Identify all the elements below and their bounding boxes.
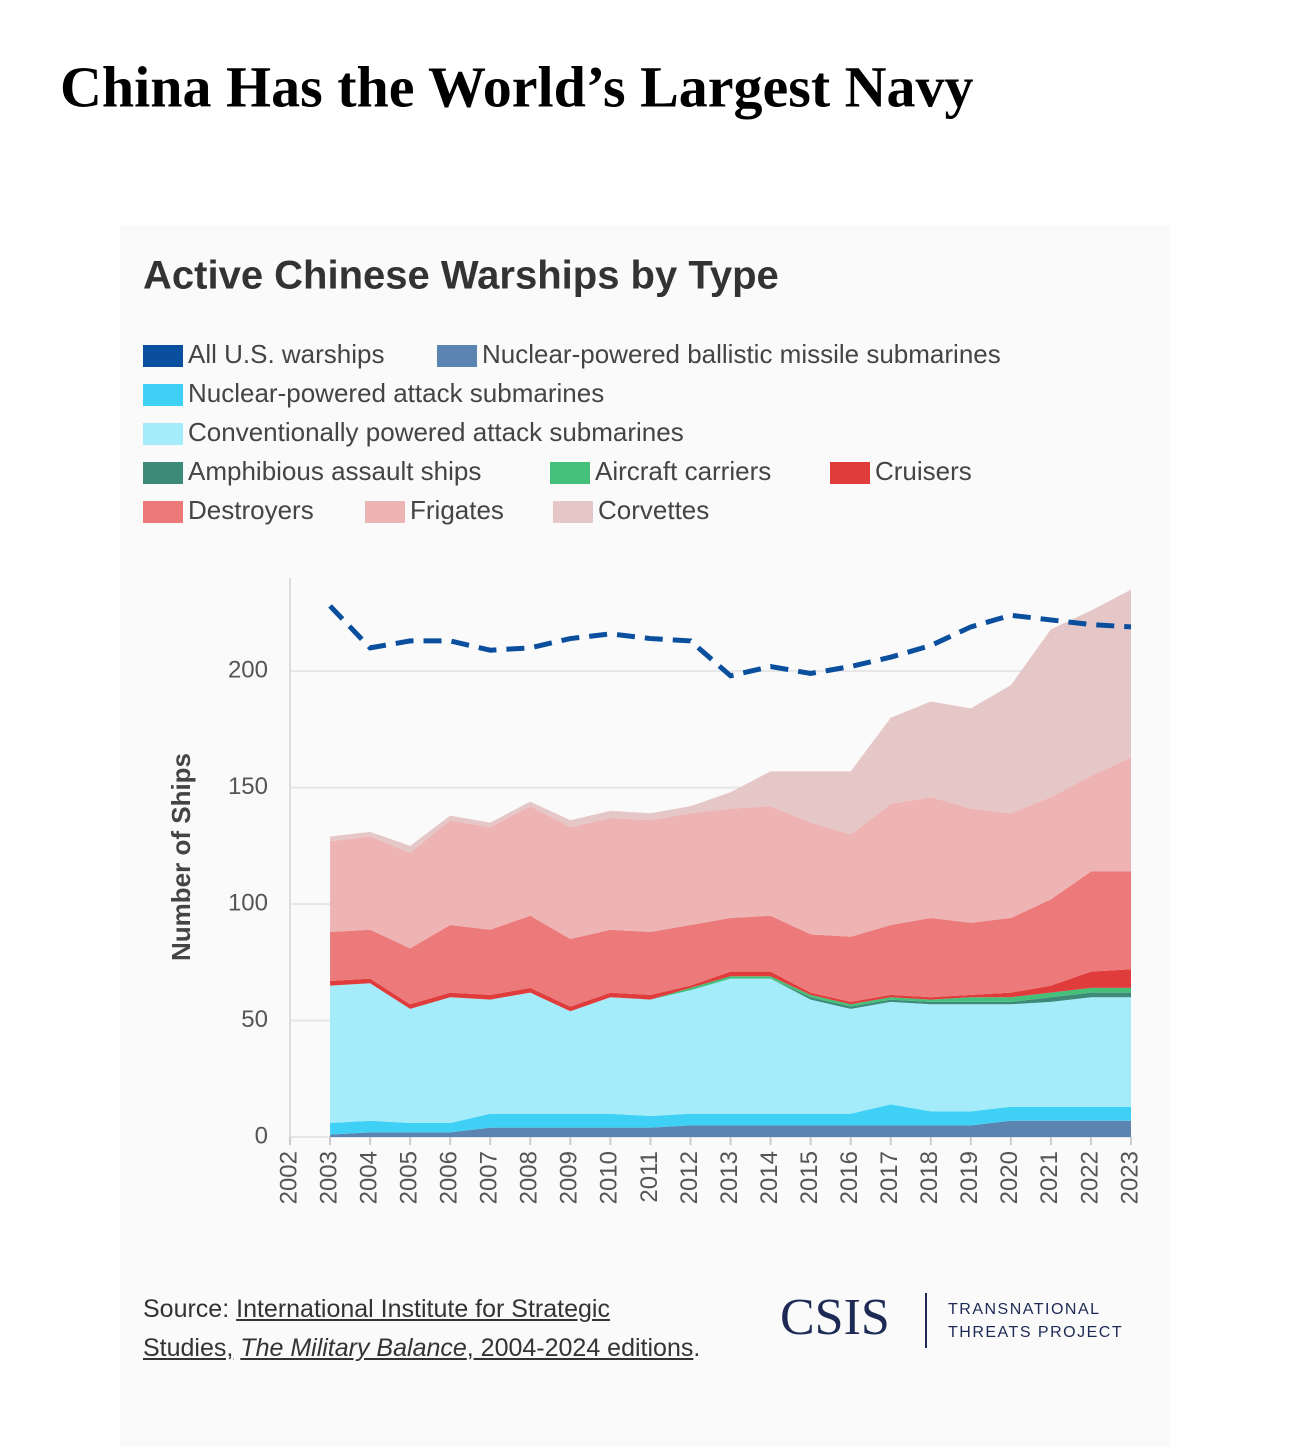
area: [330, 978, 1131, 1012]
y-tick-label: 100: [228, 889, 268, 916]
page-title: China Has the World’s Largest Navy: [60, 54, 974, 119]
x-tick-label: 2003: [315, 1151, 342, 1204]
x-tick-label: 2011: [636, 1151, 663, 1203]
legend-label: Corvettes: [598, 495, 709, 525]
x-tick-label: 2008: [516, 1151, 543, 1204]
area: [330, 1120, 1131, 1137]
legend-label: Conventionally powered attack submarines: [188, 417, 684, 447]
area: [330, 589, 1131, 853]
legend-swatch: [830, 462, 870, 484]
logo-text: TRANSNATIONAL: [948, 1301, 1101, 1318]
legend-label: Nuclear-powered ballistic missile submar…: [482, 339, 1001, 369]
y-tick-label: 50: [241, 1006, 268, 1033]
area: [330, 969, 1131, 1012]
x-tick-label: 2009: [556, 1151, 583, 1204]
logo: CSIS: [780, 1289, 890, 1346]
source-suffix: .: [693, 1334, 701, 1362]
legend-swatch: [143, 462, 183, 484]
y-axis-label: Number of Ships: [166, 753, 196, 961]
x-tick-label: 2013: [716, 1151, 743, 1204]
legend-swatch: [550, 462, 590, 484]
legend-label: Amphibious assault ships: [188, 456, 481, 486]
source-link[interactable]: , 2004-2024 editions: [466, 1334, 694, 1362]
legend-label: All U.S. warships: [188, 339, 385, 369]
line: [328, 604, 1132, 679]
x-tick-label: 2002: [275, 1151, 302, 1204]
x-tick-label: 2005: [395, 1151, 422, 1204]
area: [330, 757, 1131, 949]
source-title[interactable]: The Military Balance: [240, 1334, 467, 1362]
x-tick-label: 2022: [1076, 1151, 1103, 1204]
legend-label: Aircraft carriers: [595, 456, 771, 486]
x-tick-label: 2010: [596, 1151, 623, 1204]
x-tick-label: 2017: [876, 1151, 903, 1204]
x-tick-label: 2014: [756, 1151, 783, 1204]
source-prefix: Source:: [143, 1295, 230, 1323]
source: Source: International Institute for Stra…: [143, 1290, 703, 1368]
x-tick-label: 2019: [956, 1151, 983, 1204]
x-tick-label: 2020: [996, 1151, 1023, 1204]
x-tick-label: 2004: [355, 1151, 382, 1204]
source-link[interactable]: The Military Balance: [240, 1334, 466, 1362]
y-tick-label: 200: [228, 657, 268, 684]
chart-title: Active Chinese Warships by Type: [143, 254, 779, 298]
x-tick-label: 2023: [1116, 1151, 1143, 1204]
x-tick-label: 2016: [836, 1151, 863, 1204]
y-tick-label: 0: [255, 1122, 268, 1149]
x-tick-label: 2012: [676, 1151, 703, 1204]
legend-swatch: [553, 501, 593, 523]
area: [330, 871, 1131, 1007]
legend-swatch: [437, 345, 477, 367]
legend-label: Frigates: [410, 495, 504, 525]
x-tick-label: 2007: [476, 1151, 503, 1204]
area: [330, 1104, 1131, 1135]
legend-swatch: [143, 423, 183, 445]
legend-swatch: [143, 501, 183, 523]
source-link[interactable]: International Institute for Strategic St…: [143, 1295, 610, 1362]
legend-label: Nuclear-powered attack submarines: [188, 378, 604, 408]
legend-swatch: [365, 501, 405, 523]
x-tick-label: 2021: [1036, 1151, 1063, 1204]
legend-label: Destroyers: [188, 495, 314, 525]
legend-label: Cruisers: [875, 456, 972, 486]
y-tick-label: 150: [228, 773, 268, 800]
legend-swatch: [143, 384, 183, 406]
legend-swatch: [143, 345, 183, 367]
x-tick-label: 2018: [916, 1151, 943, 1204]
x-tick-label: 2006: [436, 1151, 463, 1204]
logo-text: THREATS PROJECT: [948, 1324, 1123, 1341]
x-tick-label: 2015: [796, 1151, 823, 1204]
area: [330, 978, 1131, 1124]
